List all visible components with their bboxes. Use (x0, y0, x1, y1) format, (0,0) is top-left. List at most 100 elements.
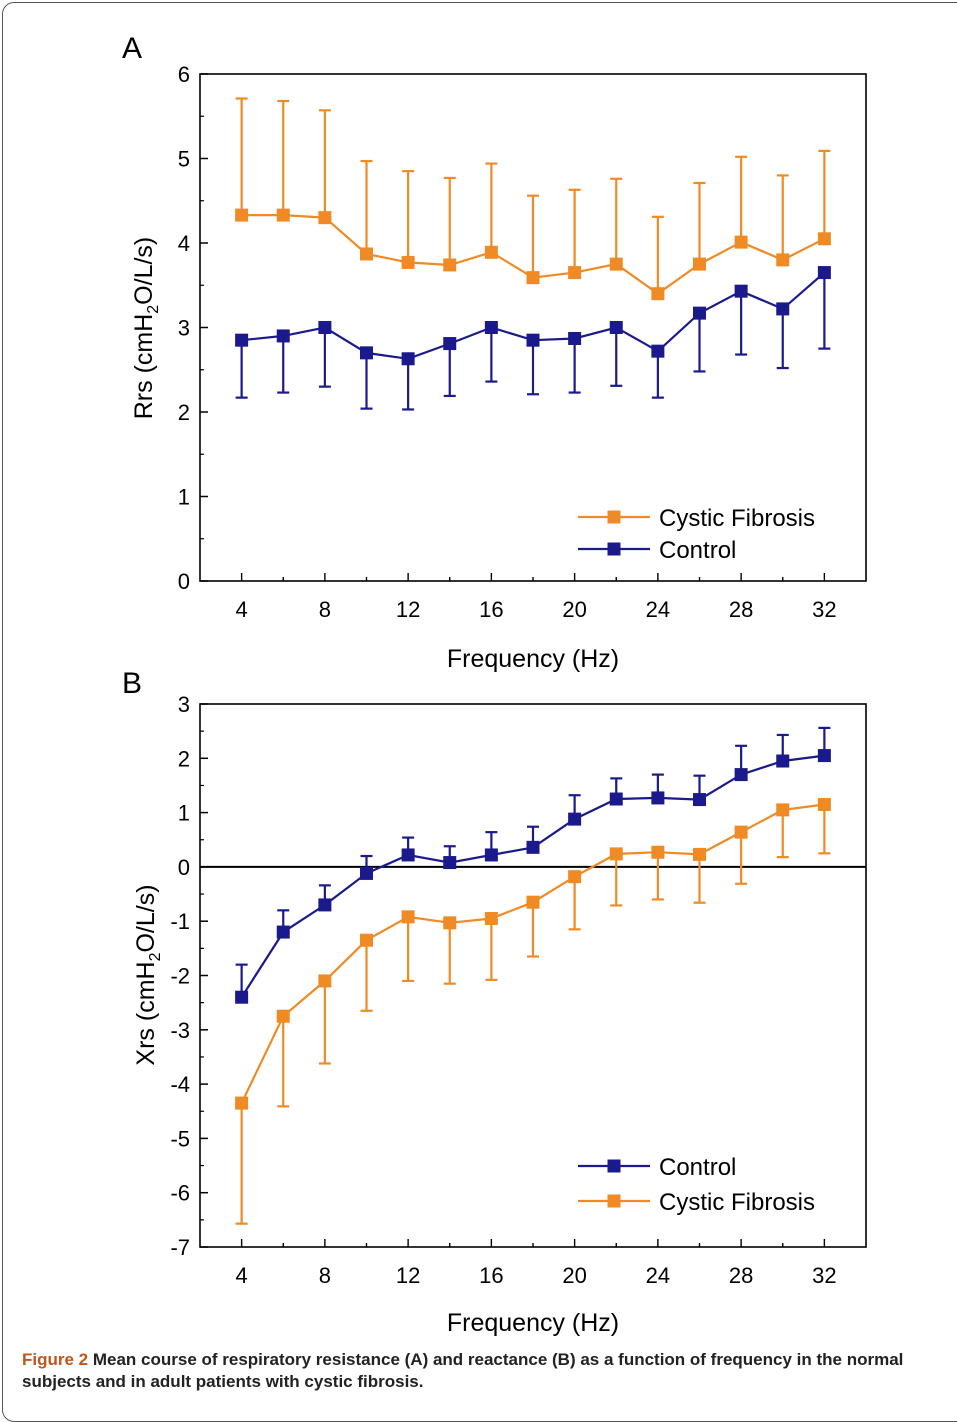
x-tick-label: 12 (396, 597, 420, 622)
data-point (401, 848, 415, 862)
data-point (526, 895, 540, 909)
data-point (651, 344, 665, 358)
data-point (734, 825, 748, 839)
legend-marker (607, 1194, 621, 1208)
data-point (484, 848, 498, 862)
y-tick-label: 4 (178, 231, 190, 256)
x-tick-label: 32 (812, 597, 836, 622)
data-point (401, 255, 415, 269)
plot-frame (199, 703, 867, 1248)
x-tick-label: 28 (729, 597, 753, 622)
x-tick-label: 20 (562, 1263, 586, 1288)
data-point (817, 749, 831, 763)
y-tick-label: -5 (170, 1126, 190, 1151)
data-point (360, 933, 373, 947)
legend-label: Cystic Fibrosis (659, 1189, 815, 1216)
data-point (693, 257, 706, 271)
x-tick-label: 16 (479, 597, 503, 622)
y-tick-label: -2 (170, 964, 190, 989)
data-point (817, 266, 831, 280)
y-tick-label: -6 (170, 1181, 190, 1206)
x-tick-label: 12 (396, 1263, 420, 1288)
data-point (318, 321, 332, 334)
y-tick-label: -7 (170, 1235, 190, 1260)
data-point (526, 271, 540, 285)
data-point (526, 333, 540, 347)
data-point (776, 754, 790, 768)
data-point (360, 247, 373, 261)
data-point (235, 990, 249, 1004)
data-point (235, 1096, 249, 1110)
data-point (276, 208, 290, 222)
y-axis-label: Xrs (cmH2O/L/s) (132, 884, 164, 1065)
legend-entry: Control (578, 1154, 736, 1181)
data-point (443, 856, 457, 870)
data-point (734, 768, 748, 782)
panel-letter: A (122, 32, 142, 65)
data-point (693, 793, 706, 807)
legend-entry: Control (578, 537, 736, 564)
data-point (484, 321, 498, 334)
data-point (651, 287, 665, 301)
data-point (401, 910, 415, 924)
legend-marker (607, 510, 621, 524)
x-tick-label: 20 (562, 597, 586, 622)
x-tick-label: 4 (236, 1263, 248, 1288)
data-point (484, 245, 498, 259)
data-point (734, 235, 748, 249)
x-tick-label: 16 (479, 1263, 503, 1288)
x-tick-label: 24 (646, 1263, 670, 1288)
data-point (609, 321, 623, 334)
caption-lead: Figure 2 (22, 1350, 89, 1369)
data-point (235, 333, 249, 347)
x-tick-label: 8 (319, 1263, 331, 1288)
x-tick-label: 32 (812, 1263, 836, 1288)
data-point (693, 306, 706, 320)
y-tick-label: -4 (170, 1072, 190, 1097)
data-point (568, 266, 582, 280)
x-axis-label: Frequency (Hz) (447, 1309, 619, 1337)
legend-entry: Cystic Fibrosis (578, 505, 815, 532)
data-point (318, 211, 332, 225)
y-tick-label: -3 (170, 1018, 190, 1043)
data-point (401, 352, 415, 366)
legend-label: Control (659, 1154, 736, 1181)
series-cystic-fibrosis (235, 97, 831, 301)
data-point (651, 791, 665, 805)
caption-text: Mean course of respiratory resistance (A… (22, 1350, 904, 1391)
data-point (568, 812, 582, 826)
legend-entry: Cystic Fibrosis (578, 1189, 815, 1216)
data-point (568, 331, 582, 345)
data-point (484, 911, 498, 925)
legend-marker (607, 542, 621, 556)
data-point (609, 257, 623, 271)
figure-caption: Figure 2 Mean course of respiratory resi… (22, 1349, 942, 1393)
y-tick-label: 1 (178, 485, 190, 510)
data-point (318, 974, 332, 988)
data-point (276, 329, 290, 343)
series-cystic-fibrosis (235, 797, 831, 1225)
data-point (235, 208, 249, 222)
data-point (693, 847, 706, 861)
x-tick-label: 8 (319, 597, 331, 622)
data-point (734, 284, 748, 298)
y-tick-label: 0 (178, 855, 190, 880)
data-point (609, 792, 623, 806)
y-tick-label: 2 (178, 400, 190, 425)
legend-marker (607, 1159, 621, 1173)
y-tick-label: 3 (178, 692, 190, 717)
data-point (776, 302, 790, 316)
y-tick-label: 0 (178, 569, 190, 594)
legend-label: Control (659, 537, 736, 564)
data-point (776, 803, 790, 817)
data-point (318, 898, 332, 912)
data-point (443, 337, 457, 351)
data-point (360, 346, 373, 360)
y-tick-label: 1 (178, 801, 190, 826)
y-tick-label: 3 (178, 316, 190, 341)
data-point (276, 925, 290, 939)
y-axis-label: Rrs (cmH2O/L/s) (130, 237, 162, 420)
x-tick-label: 28 (729, 1263, 753, 1288)
data-point (360, 866, 373, 880)
